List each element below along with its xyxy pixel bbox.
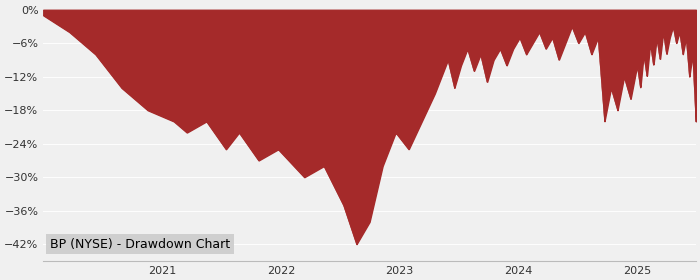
Text: BP (NYSE) - Drawdown Chart: BP (NYSE) - Drawdown Chart	[50, 238, 230, 251]
